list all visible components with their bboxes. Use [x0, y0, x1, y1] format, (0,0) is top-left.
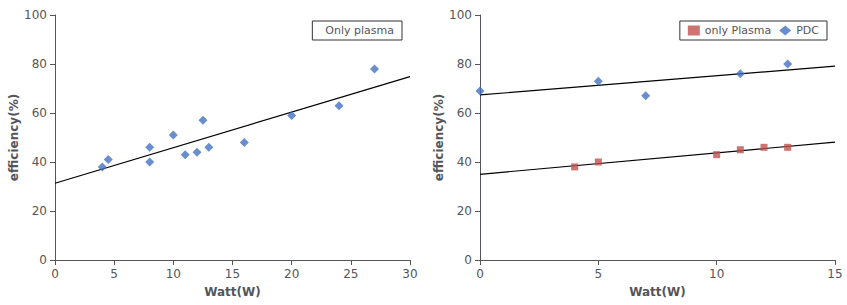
svg-text:100: 100: [24, 8, 47, 22]
svg-text:Watt(W): Watt(W): [204, 285, 261, 299]
svg-text:20: 20: [284, 267, 299, 281]
svg-text:PDC: PDC: [796, 24, 819, 37]
svg-text:30: 30: [402, 267, 417, 281]
svg-text:40: 40: [32, 155, 47, 169]
svg-text:40: 40: [457, 155, 472, 169]
svg-text:80: 80: [457, 57, 472, 71]
svg-text:Watt(W): Watt(W): [629, 285, 686, 299]
svg-text:5: 5: [110, 267, 118, 281]
svg-text:15: 15: [225, 267, 240, 281]
svg-text:60: 60: [457, 106, 472, 120]
svg-text:5: 5: [595, 267, 603, 281]
svg-text:10: 10: [709, 267, 724, 281]
svg-text:60: 60: [32, 106, 47, 120]
svg-text:Only plasma: Only plasma: [325, 24, 394, 37]
svg-text:efficiency(%): efficiency(%): [432, 94, 446, 181]
svg-text:25: 25: [343, 267, 358, 281]
svg-text:10: 10: [166, 267, 181, 281]
svg-text:0: 0: [51, 267, 59, 281]
svg-text:20: 20: [457, 204, 472, 218]
svg-text:efficiency(%): efficiency(%): [7, 94, 21, 181]
svg-text:0: 0: [464, 253, 472, 267]
svg-text:0: 0: [476, 267, 484, 281]
svg-text:100: 100: [449, 8, 472, 22]
svg-text:80: 80: [32, 57, 47, 71]
svg-text:only Plasma: only Plasma: [705, 24, 771, 37]
svg-text:0: 0: [39, 253, 47, 267]
svg-text:15: 15: [827, 267, 842, 281]
svg-text:20: 20: [32, 204, 47, 218]
